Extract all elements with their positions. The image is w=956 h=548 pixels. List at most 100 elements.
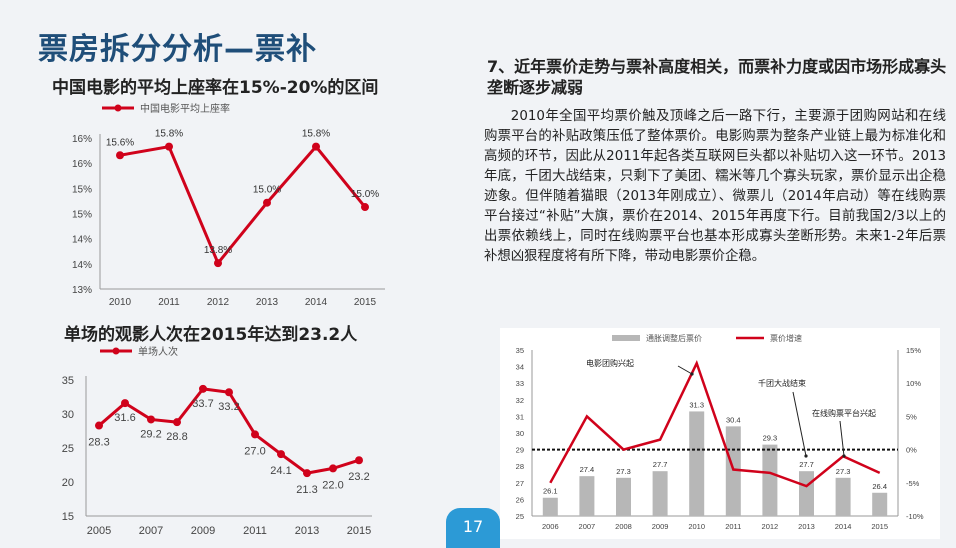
data-label: 33.2: [218, 401, 239, 413]
x-tick-label: 2012: [762, 522, 779, 531]
y-left-tick-label: 33: [516, 379, 524, 388]
price-bar: [579, 476, 595, 516]
data-point: [303, 469, 311, 478]
annotation-arrowhead: [690, 372, 694, 376]
y-tick-label: 14%: [72, 260, 92, 271]
x-tick-label: 2011: [243, 525, 267, 537]
data-label: 27.0: [244, 445, 265, 457]
x-tick-label: 2007: [579, 522, 596, 531]
occupancy-chart-heading: 中国电影的平均上座率在15%-20%的区间: [52, 78, 379, 98]
annotation-text: 在线购票平台兴起: [812, 408, 876, 418]
y-left-tick-label: 30: [516, 429, 524, 438]
data-label: 15.8%: [302, 129, 330, 140]
data-label: 13.8%: [204, 245, 232, 256]
data-label: 29.2: [140, 428, 161, 440]
x-tick-label: 2011: [725, 522, 741, 531]
data-label: 21.3: [296, 484, 317, 496]
x-tick-label: 2015: [354, 297, 377, 308]
bar-data-label: 27.7: [799, 460, 814, 469]
y-tick-label: 20: [62, 477, 74, 489]
x-tick-label: 2014: [835, 522, 852, 531]
y-tick-label: 30: [62, 409, 74, 421]
price-bar: [542, 497, 558, 516]
data-label: 15.0%: [351, 189, 379, 200]
x-tick-label: 2013: [798, 522, 815, 531]
data-point: [312, 142, 320, 151]
data-point: [329, 464, 337, 473]
section-heading: 7、近年票价走势与票补高度相关，而票补力度或因市场形成寡头垄断逐步减弱: [487, 57, 947, 97]
y-right-tick-label: 15%: [906, 346, 921, 355]
occupancy-rate-chart: 中国电影平均上座率 13% 14% 14% 15% 15% 16% 16% 2010 2011 20…: [72, 102, 385, 308]
y-tick-label: 14%: [72, 235, 92, 246]
y-left-tick-label: 28: [516, 462, 524, 471]
data-point: [214, 259, 222, 268]
x-tick-label: 2015: [347, 525, 371, 537]
data-label: 31.6: [114, 412, 135, 424]
x-tick-label: 2006: [542, 522, 559, 531]
y-left-tick-label: 29: [516, 446, 524, 455]
data-point: [95, 421, 103, 430]
bar-data-label: 27.3: [616, 467, 631, 476]
data-label: 23.2: [348, 471, 369, 483]
x-tick-label: 2009: [652, 522, 669, 531]
legend-label: 单场人次: [138, 345, 178, 358]
page-title: 票房拆分分析—票补: [38, 32, 317, 67]
data-point: [277, 450, 285, 459]
legend-bar-swatch: [612, 335, 640, 341]
legend-label: 中国电影平均上座率: [140, 102, 230, 115]
growth-line: [549, 359, 881, 488]
x-tick-label: 2008: [615, 522, 632, 531]
price-bar: [762, 444, 778, 516]
x-tick-label: 2007: [139, 525, 163, 537]
bar-data-label: 29.3: [763, 434, 778, 443]
y-left-tick-label: 34: [516, 363, 524, 372]
annotation-arrow: [839, 420, 845, 457]
x-tick-label: 2013: [295, 525, 319, 537]
data-label: 15.0%: [253, 185, 281, 196]
price-bar: [689, 411, 705, 516]
data-label: 28.3: [88, 437, 109, 449]
x-tick-label: 2009: [191, 525, 215, 537]
y-tick-label: 15%: [72, 210, 92, 221]
x-tick-label: 2015: [871, 522, 888, 531]
legend-bar-label: 通胀调整后票价: [646, 333, 702, 343]
x-tick-label: 2010: [109, 297, 132, 308]
x-tick-label: 2011: [158, 297, 180, 308]
data-label: 15.6%: [106, 137, 134, 148]
body-paragraph: 2010年全国平均票价触及顶峰之后一路下行，主要源于团购网站和在线购票平台的补贴…: [484, 109, 946, 264]
legend-line-label: 票价增速: [770, 333, 802, 343]
annotation-arrow: [677, 365, 693, 375]
bar-data-label: 26.1: [543, 487, 558, 496]
y-left-tick-label: 35: [516, 346, 524, 355]
y-tick-label: 13%: [72, 285, 92, 296]
y-tick-label: 16%: [72, 159, 92, 170]
x-tick-label: 2005: [87, 525, 111, 537]
data-point: [147, 415, 155, 424]
data-label: 22.0: [322, 479, 343, 491]
price-bar: [799, 471, 814, 516]
attendance-per-screening-chart: 单场人次 15 20 25 30 35 2005 2007 2009 2011 2013 2015 28…: [62, 345, 372, 537]
bar-data-label: 31.3: [689, 400, 704, 409]
data-point: [263, 198, 271, 207]
y-right-tick-label: 10%: [906, 379, 921, 388]
data-point: [116, 151, 124, 160]
data-label: 15.8%: [155, 129, 183, 140]
y-left-tick-label: 27: [516, 479, 524, 488]
y-tick-label: 25: [62, 443, 74, 455]
legend-marker: [112, 347, 120, 355]
bar-data-label: 26.4: [872, 482, 887, 491]
bar-data-label: 27.3: [836, 467, 851, 476]
price-bar: [652, 471, 668, 516]
data-point: [121, 399, 129, 408]
series-line: [119, 144, 367, 267]
bar-data-label: 30.4: [726, 415, 741, 424]
annotation-text: 千团大战结束: [758, 378, 806, 388]
data-label: 33.7: [192, 398, 213, 410]
y-left-tick-label: 31: [516, 412, 524, 421]
x-tick-label: 2014: [305, 297, 328, 308]
y-left-tick-label: 25: [516, 512, 524, 521]
bar-data-label: 27.4: [580, 465, 595, 474]
bar-data-label: 27.7: [653, 460, 668, 469]
y-right-tick-label: 0%: [906, 446, 917, 455]
y-right-tick-label: -10%: [906, 512, 924, 521]
